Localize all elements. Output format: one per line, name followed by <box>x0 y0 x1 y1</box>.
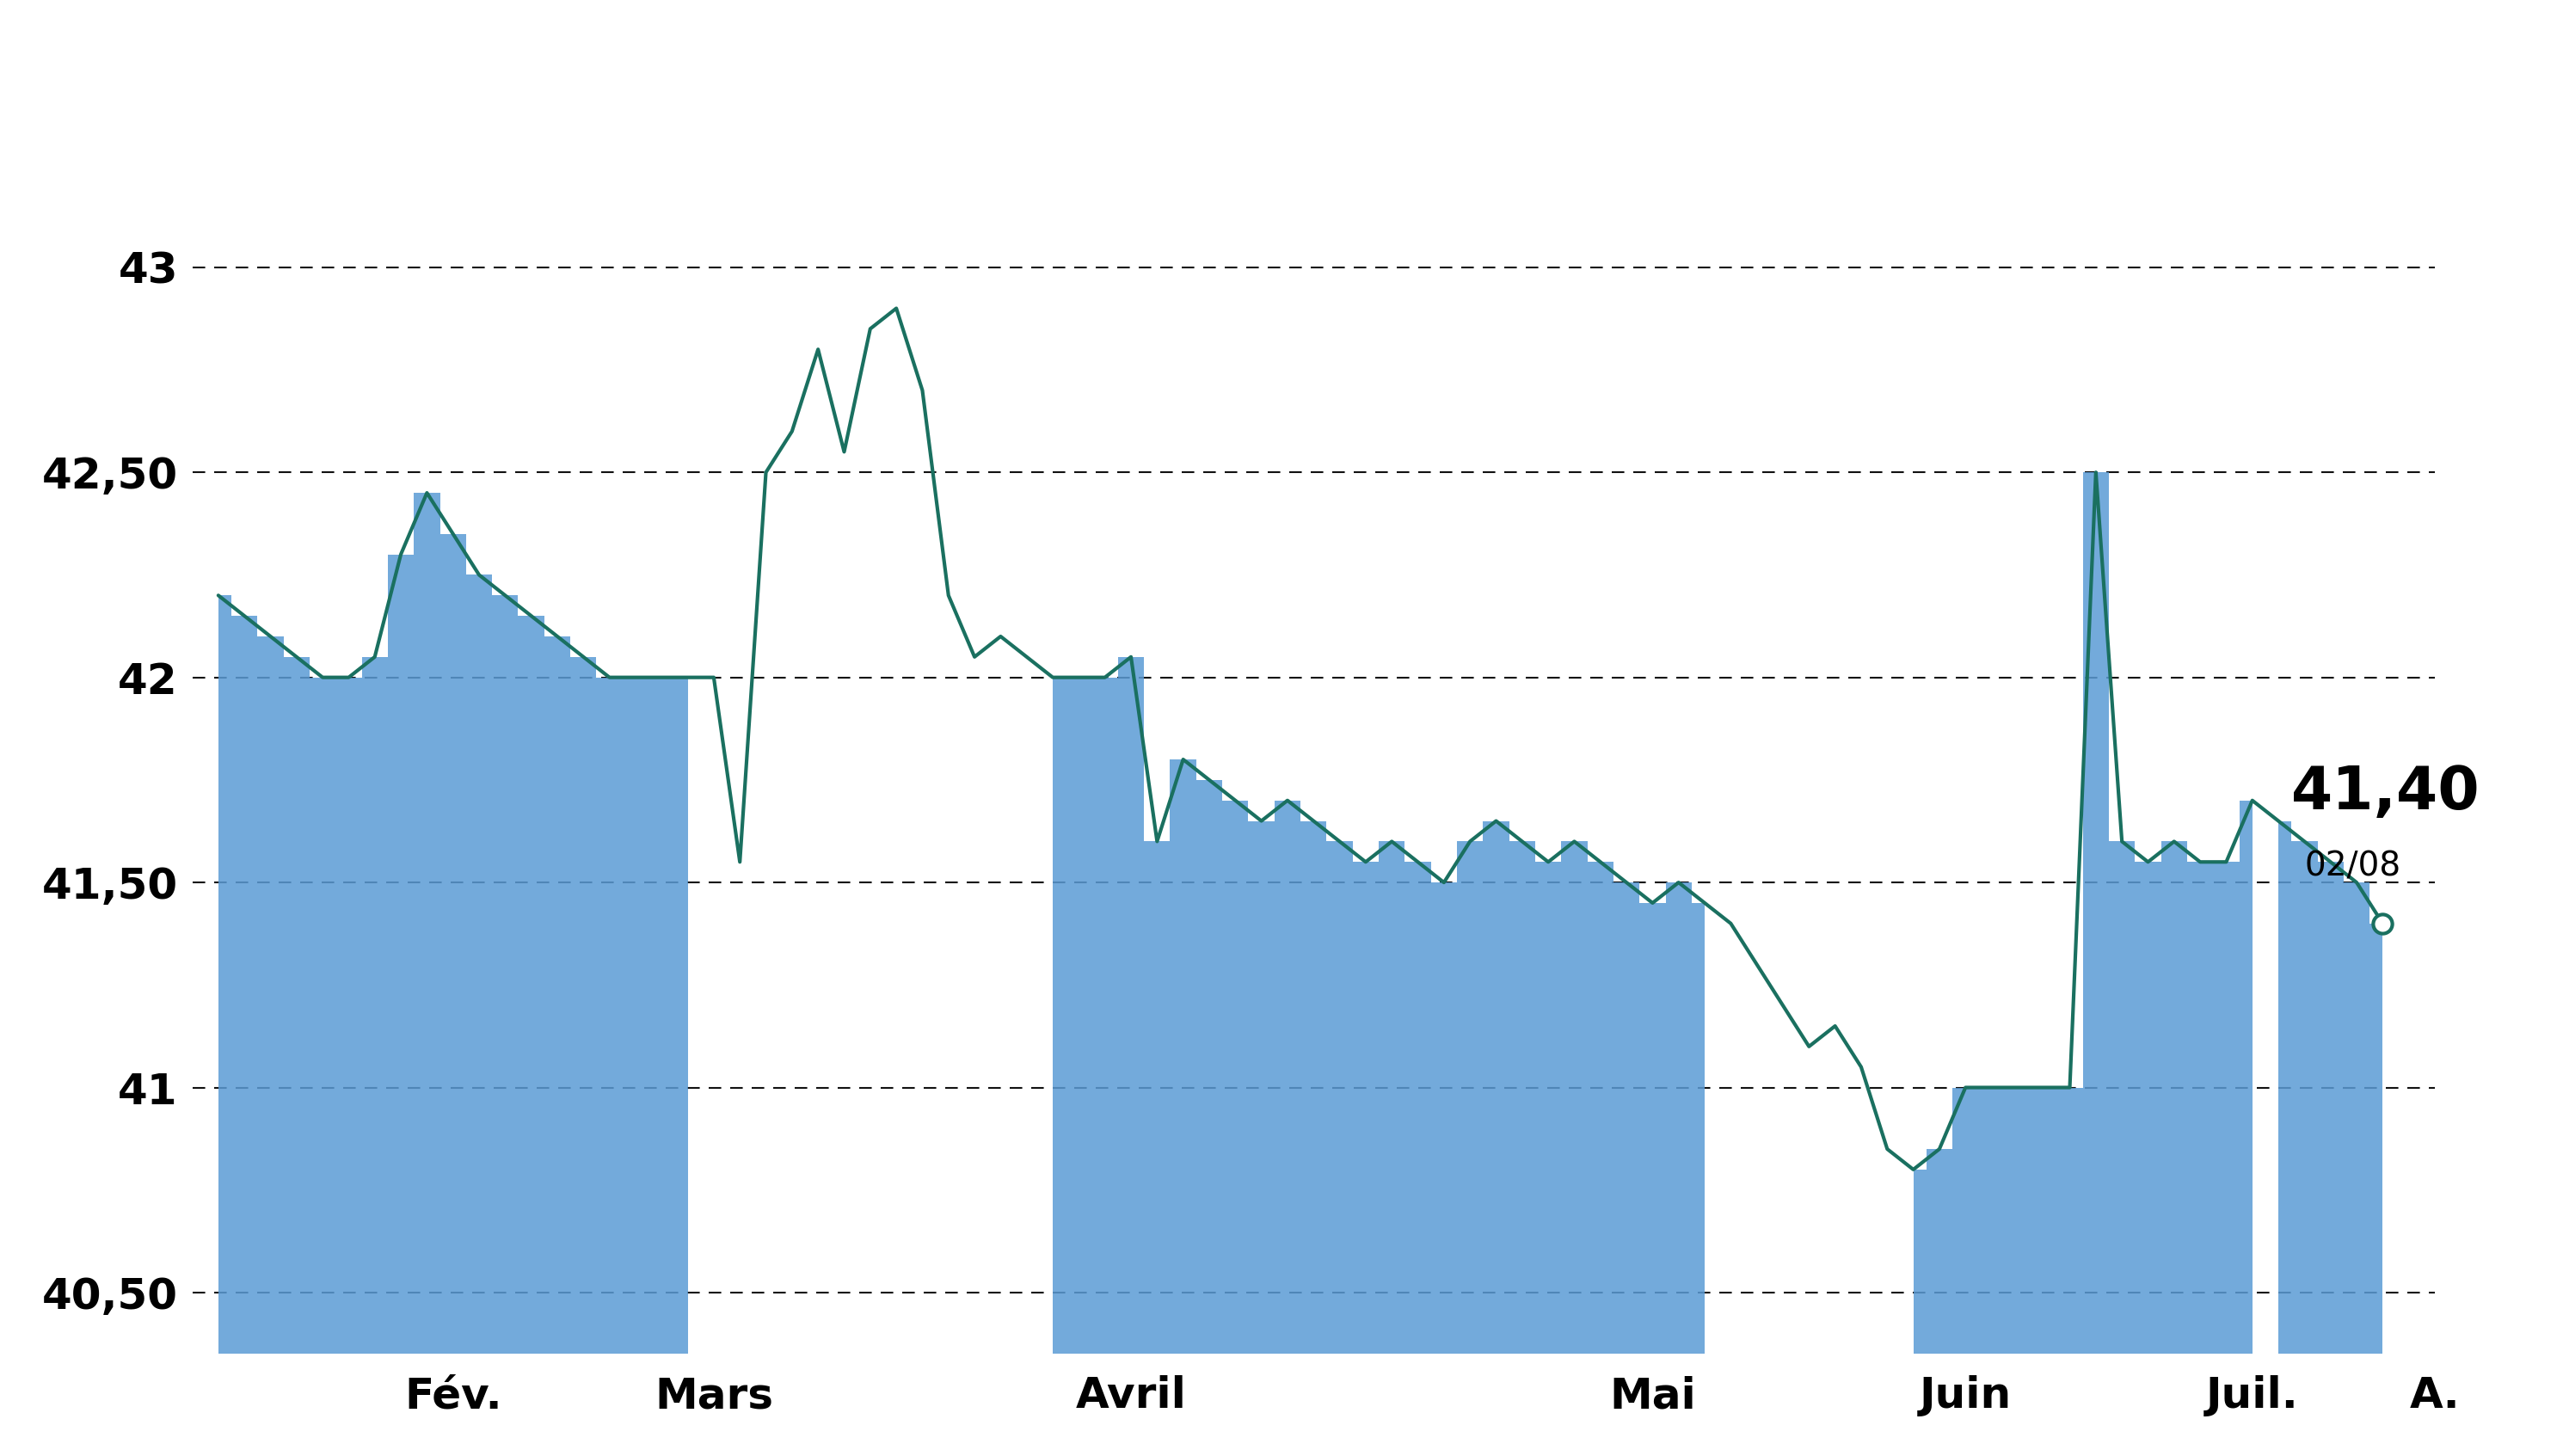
Text: 41,40: 41,40 <box>2291 763 2481 821</box>
Text: Biotest AG: Biotest AG <box>997 10 1566 102</box>
Text: 02/08: 02/08 <box>2304 850 2402 882</box>
